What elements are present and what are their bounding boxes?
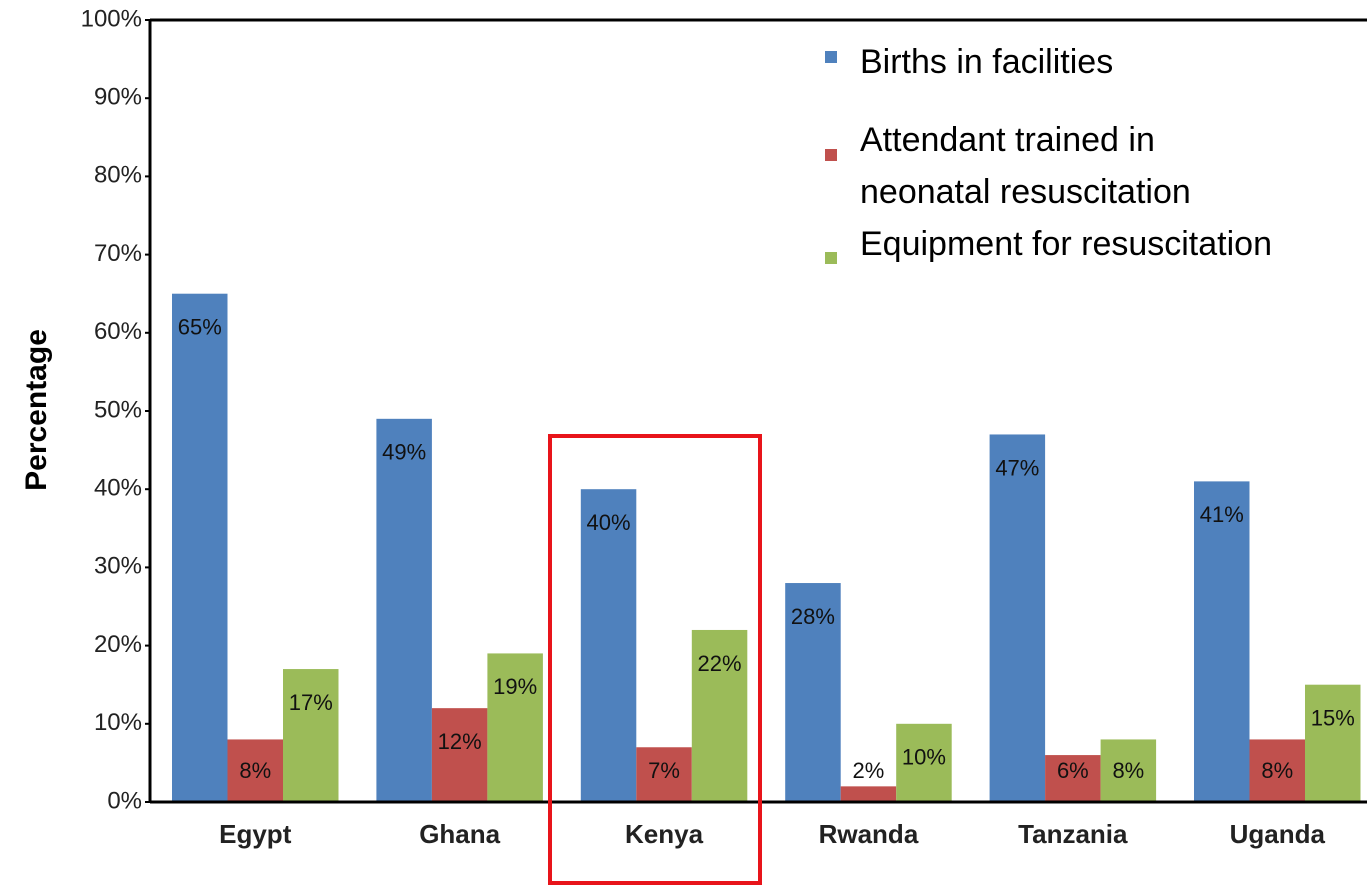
bar: [227, 739, 283, 802]
bar: [840, 786, 897, 802]
data-label: 28%: [791, 604, 835, 629]
y-tick-label: 30%: [94, 553, 142, 580]
y-tick-label: 50%: [94, 396, 142, 423]
legend-swatch: [825, 252, 837, 264]
data-label: 15%: [1311, 706, 1355, 731]
bar: [1305, 684, 1361, 802]
x-tick-label: Uganda: [1230, 819, 1326, 849]
y-tick-label: 90%: [94, 84, 142, 111]
bar: [1194, 481, 1250, 802]
data-label: 40%: [587, 510, 631, 535]
x-tick-label: Egypt: [219, 819, 292, 849]
x-tick-label: Ghana: [419, 819, 500, 849]
bar: [691, 629, 748, 802]
legend-label: Attendant trained in neonatal resuscitat…: [860, 121, 1191, 211]
data-label: 8%: [1261, 758, 1293, 783]
y-tick-label: 80%: [94, 162, 142, 189]
data-label: 10%: [902, 745, 946, 770]
bar: [431, 708, 488, 802]
legend-label: Equipment for resuscitation: [860, 225, 1272, 263]
data-label: 19%: [493, 674, 537, 699]
highlight-box: [548, 434, 762, 885]
bar: [896, 723, 952, 802]
data-label: 65%: [178, 315, 222, 340]
data-label: 7%: [648, 758, 680, 783]
data-label: 2%: [853, 758, 885, 783]
data-label: 49%: [382, 440, 426, 465]
bar: [172, 293, 228, 802]
legend-label: Births in facilities: [860, 43, 1114, 81]
bar: [1045, 755, 1101, 802]
data-label: 8%: [1112, 758, 1144, 783]
data-label: 6%: [1057, 758, 1089, 783]
y-tick-label: 20%: [94, 631, 142, 658]
y-axis-label: Percentage: [20, 329, 53, 491]
bar: [376, 418, 432, 802]
data-label: 41%: [1200, 502, 1244, 527]
x-tick-label: Kenya: [625, 819, 704, 849]
y-tick-label: 70%: [94, 240, 142, 267]
y-tick-label: 100%: [81, 5, 142, 32]
y-tick-label: 60%: [94, 318, 142, 345]
bar: [1249, 739, 1305, 802]
bar: [785, 583, 841, 802]
legend-swatch: [825, 51, 837, 63]
data-label: 47%: [995, 455, 1039, 480]
data-label: 12%: [438, 729, 482, 754]
legend-background: [838, 23, 1367, 341]
bar: [989, 434, 1046, 802]
data-label: 17%: [289, 690, 333, 715]
y-tick-label: 0%: [107, 787, 142, 814]
data-label: 8%: [239, 758, 271, 783]
bar: [580, 489, 637, 802]
data-label: 22%: [698, 651, 742, 676]
bar: [283, 669, 339, 802]
bar: [487, 653, 543, 802]
bar: [1100, 739, 1157, 802]
legend-swatch: [825, 149, 837, 161]
y-tick-label: 10%: [94, 709, 142, 736]
x-tick-label: Tanzania: [1018, 819, 1128, 849]
x-tick-label: Rwanda: [819, 819, 919, 849]
y-tick-label: 40%: [94, 475, 142, 502]
bar: [636, 747, 692, 802]
